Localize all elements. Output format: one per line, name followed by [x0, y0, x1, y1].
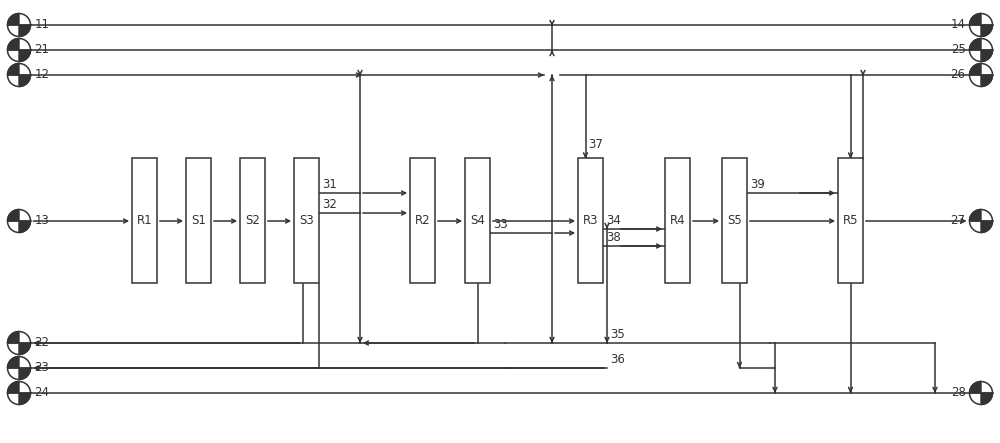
Text: S1: S1 [191, 214, 206, 228]
Polygon shape [19, 221, 30, 233]
Text: 22: 22 [34, 337, 50, 350]
Circle shape [8, 357, 30, 380]
Polygon shape [970, 210, 981, 221]
Polygon shape [19, 393, 30, 404]
Text: S2: S2 [245, 214, 260, 228]
Text: 25: 25 [951, 43, 966, 57]
Text: R3: R3 [583, 214, 598, 228]
Text: S5: S5 [727, 214, 742, 228]
Circle shape [8, 39, 30, 62]
Bar [410, 159, 435, 284]
Text: 34: 34 [606, 214, 621, 227]
Circle shape [8, 331, 30, 354]
Polygon shape [981, 25, 993, 36]
Circle shape [970, 63, 992, 86]
Bar [465, 159, 490, 284]
Circle shape [8, 210, 30, 233]
Text: 11: 11 [34, 19, 50, 31]
Polygon shape [8, 210, 19, 221]
Circle shape [8, 63, 30, 86]
Polygon shape [8, 357, 19, 368]
Polygon shape [19, 368, 30, 380]
Bar [132, 159, 157, 284]
Polygon shape [8, 381, 19, 393]
Polygon shape [970, 381, 981, 393]
Polygon shape [19, 343, 30, 354]
Circle shape [970, 210, 992, 233]
Polygon shape [8, 63, 19, 75]
Circle shape [970, 13, 992, 36]
Text: 23: 23 [34, 361, 49, 374]
Polygon shape [8, 331, 19, 343]
Text: 24: 24 [34, 386, 50, 400]
Text: 36: 36 [610, 353, 625, 366]
Polygon shape [970, 13, 981, 25]
Polygon shape [981, 393, 993, 404]
Polygon shape [981, 50, 993, 62]
Bar [722, 159, 747, 284]
Text: R5: R5 [843, 214, 858, 228]
Bar [294, 159, 319, 284]
Bar [665, 159, 690, 284]
Text: S4: S4 [470, 214, 485, 228]
Text: 33: 33 [493, 218, 508, 231]
Polygon shape [8, 39, 19, 50]
Text: 26: 26 [951, 69, 966, 82]
Text: 28: 28 [951, 386, 966, 400]
Polygon shape [970, 39, 981, 50]
Text: 38: 38 [606, 231, 621, 244]
Polygon shape [19, 25, 30, 36]
Circle shape [8, 13, 30, 36]
Text: 37: 37 [589, 137, 603, 151]
Text: 14: 14 [951, 19, 966, 31]
Circle shape [970, 39, 992, 62]
Text: R4: R4 [670, 214, 685, 228]
Text: 39: 39 [750, 178, 765, 191]
Text: 13: 13 [34, 214, 49, 228]
Polygon shape [981, 75, 993, 86]
Text: 35: 35 [610, 328, 625, 341]
Bar [838, 159, 863, 284]
Polygon shape [8, 13, 19, 25]
Bar [578, 159, 603, 284]
Text: 31: 31 [322, 178, 337, 191]
Bar [186, 159, 211, 284]
Text: 21: 21 [34, 43, 50, 57]
Circle shape [8, 381, 30, 404]
Polygon shape [970, 63, 981, 75]
Text: 12: 12 [34, 69, 50, 82]
Text: R2: R2 [415, 214, 430, 228]
Text: R1: R1 [137, 214, 152, 228]
Polygon shape [19, 50, 30, 62]
Bar [240, 159, 265, 284]
Polygon shape [981, 221, 993, 233]
Text: 27: 27 [951, 214, 966, 228]
Text: 32: 32 [322, 198, 337, 211]
Circle shape [970, 381, 992, 404]
Polygon shape [19, 75, 30, 86]
Text: S3: S3 [299, 214, 314, 228]
